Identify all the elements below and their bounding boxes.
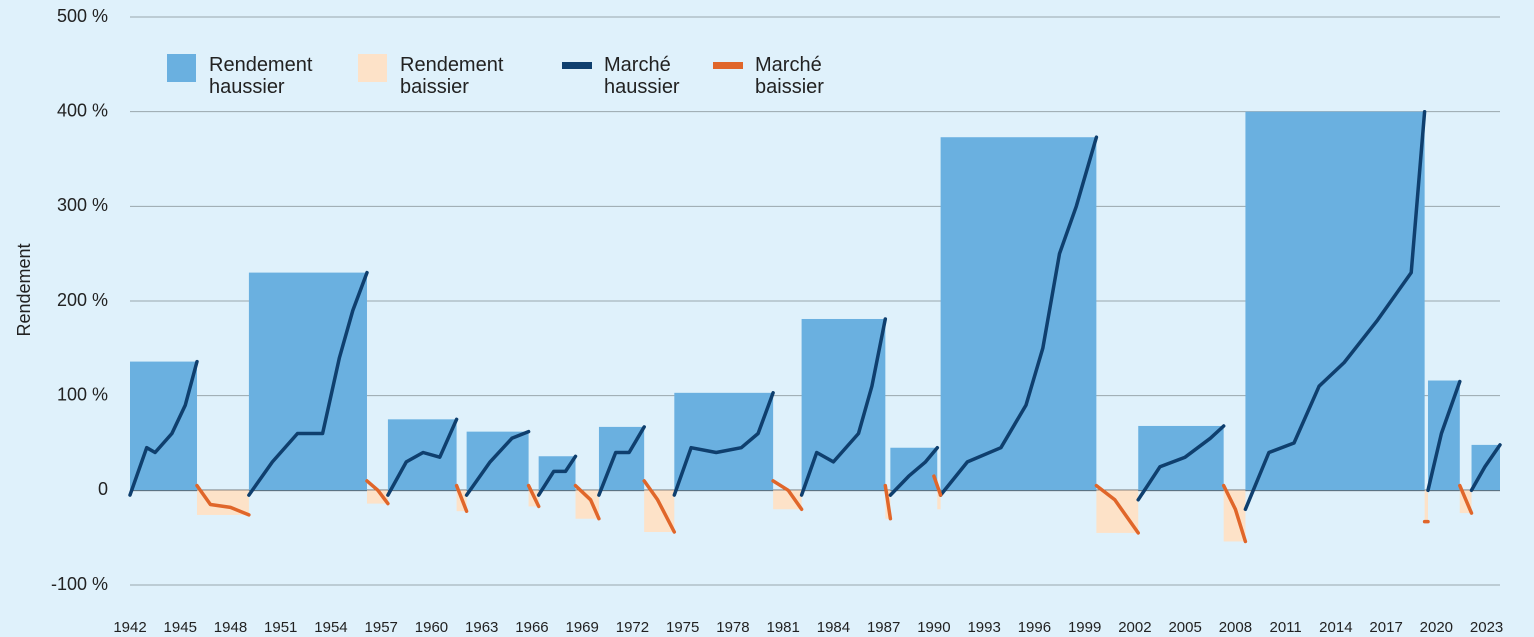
x-tick-label: 2017 [1369,619,1402,636]
x-tick-label: 1966 [515,619,548,636]
legend-line [713,62,743,69]
legend-item: Marché baissier [713,54,855,98]
y-axis-label: Rendement [14,243,34,336]
x-tick-label: 1990 [917,619,950,636]
market-line [128,109,1502,512]
return-bar [937,490,941,510]
y-tick-label: -100 % [51,574,108,594]
x-tick-label: 1978 [716,619,749,636]
x-tick-label: 1945 [164,619,197,636]
x-tick-label: 2020 [1420,619,1453,636]
legend-label: Marché baissier [755,54,824,98]
x-tick-label: 1954 [314,619,347,636]
x-tick-label: 1999 [1068,619,1101,636]
legend-swatch [167,54,196,82]
x-tick-label: 2011 [1269,619,1301,636]
x-tick-label: 1957 [365,619,398,636]
legend-swatch [358,54,387,82]
legend-item: Rendement haussier [167,54,334,98]
x-tick-label: 2014 [1319,619,1352,636]
legend-item: Marché haussier [562,54,704,98]
y-tick-label: 300 % [57,195,108,215]
x-tick-label: 1948 [214,619,247,636]
x-tick-label: 1969 [566,619,599,636]
bars [130,111,1500,542]
return-bar [366,490,388,504]
return-bar [1424,490,1428,522]
return-bar [773,490,802,510]
lines [128,109,1502,544]
x-tick-label: 1981 [766,619,799,636]
legend-item: Rendement baissier [358,54,525,98]
legend-label: Rendement haussier [209,54,313,98]
x-tick-label: 1993 [967,619,1000,636]
return-bar [801,318,886,491]
return-bar [1245,111,1425,491]
x-tick-label: 2008 [1219,619,1252,636]
x-tick-label: 1996 [1018,619,1051,636]
x-tick-label: 1942 [113,619,146,636]
x-tick-label: 1972 [616,619,649,636]
y-tick-label: 500 % [57,6,108,26]
return-bar [130,361,197,491]
return-bar [940,137,1097,491]
x-tick-label: 1963 [465,619,498,636]
x-tick-label: 1975 [666,619,699,636]
y-tick-label: 0 [98,479,108,499]
y-tick-label: 400 % [57,100,108,120]
market-line [195,474,1474,544]
return-bar [575,490,599,519]
legend-line [562,62,592,69]
x-tick-label: 1987 [867,619,900,636]
x-tick-label: 2002 [1118,619,1151,636]
y-tick-label: 100 % [57,384,108,404]
x-tick-label: 1960 [415,619,448,636]
return-bar [248,272,367,491]
x-tick-label: 2005 [1168,619,1201,636]
x-tick-label: 1951 [264,619,297,636]
x-tick-label: 2023 [1470,619,1503,636]
legend-label: Marché haussier [604,54,680,98]
legend-label: Rendement baissier [400,54,504,98]
x-tick-label: 1984 [817,619,850,636]
y-tick-label: 200 % [57,290,108,310]
return-bar [674,392,774,491]
